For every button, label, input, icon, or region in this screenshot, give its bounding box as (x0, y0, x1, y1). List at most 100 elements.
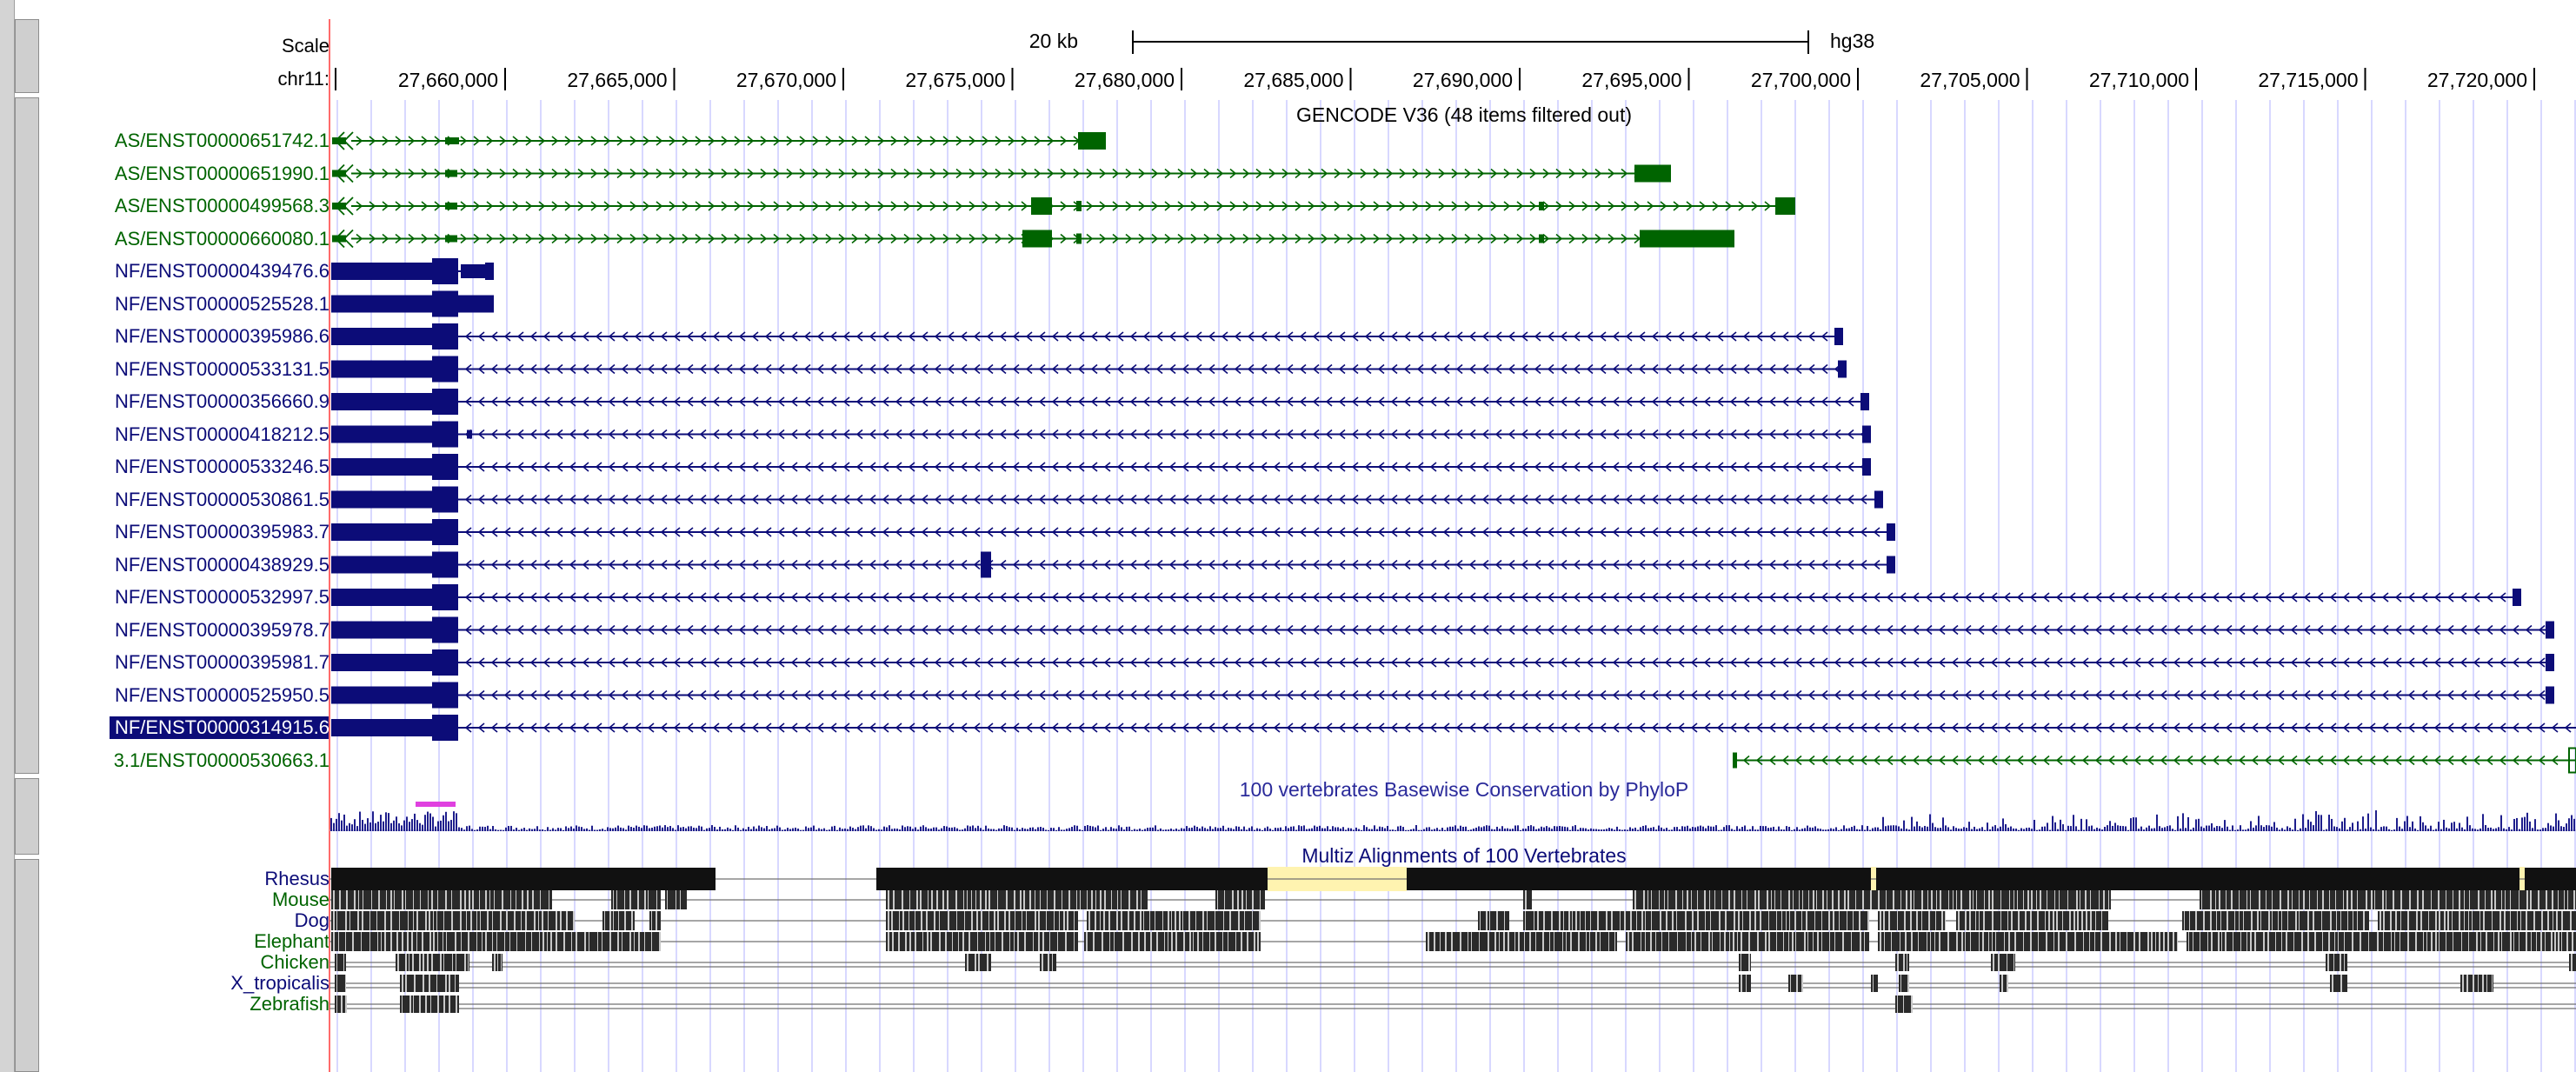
strand-arrow (699, 624, 707, 636)
phylop-bar (1275, 828, 1276, 831)
transcript-model[interactable] (331, 258, 494, 284)
strand-arrow (855, 494, 863, 505)
transcript-label[interactable]: NF/ENST00000533131.5 (114, 357, 329, 380)
phylop-bar (2268, 825, 2270, 831)
species-alignment-row[interactable] (329, 932, 2576, 951)
strand-arrow (529, 657, 537, 668)
phylop-bar (938, 829, 940, 831)
transcript-label[interactable]: NF/ENST00000439476.6 (114, 260, 329, 282)
strand-arrow (2094, 755, 2102, 766)
strand-arrow (934, 331, 942, 342)
gencode-gene-track[interactable] (331, 131, 2576, 774)
strand-arrow (803, 689, 811, 701)
transcript-label[interactable]: NF/ENST00000418212.5 (114, 423, 329, 445)
species-label[interactable]: Mouse (271, 889, 329, 910)
transcript-label[interactable]: NF/ENST00000525950.5 (114, 683, 329, 706)
transcript-label[interactable]: NF/ENST00000533246.5 (114, 456, 329, 477)
species-alignment-row[interactable] (329, 975, 2576, 992)
phylop-track[interactable] (329, 802, 2576, 831)
mismatch-stripe (964, 911, 965, 930)
transcript-model[interactable] (331, 454, 1871, 480)
transcript-model[interactable] (1733, 747, 2576, 774)
transcript-label[interactable]: NF/ENST00000395983.7 (114, 521, 329, 543)
species-label[interactable]: Elephant (254, 930, 329, 952)
phylop-bar (815, 829, 817, 831)
mismatch-stripe (978, 954, 980, 971)
species-label[interactable]: Chicken (260, 951, 329, 973)
transcript-label[interactable]: 3.1/ENST00000530663.1 (113, 749, 329, 771)
transcript-model[interactable] (331, 551, 1895, 578)
strand-arrow (2394, 657, 2402, 668)
phylop-bar (2375, 810, 2377, 831)
phylop-bar (1854, 825, 1855, 831)
transcript-label[interactable]: AS/ENST00000651990.1 (114, 162, 329, 184)
species-alignment-row[interactable] (329, 995, 2576, 1013)
transcript-label[interactable]: NF/ENST00000525528.1 (114, 292, 329, 315)
phylop-bar (1984, 829, 1986, 831)
species-label[interactable]: Dog (294, 909, 329, 931)
transcript-model[interactable] (331, 486, 1883, 513)
transcript-label[interactable]: NF/ENST00000532997.5 (114, 586, 329, 608)
multiz-alignment-track[interactable] (329, 867, 2576, 1013)
phylop-bar (2466, 816, 2468, 831)
transcript-model[interactable] (332, 229, 1734, 249)
transcript-model[interactable] (332, 163, 1671, 183)
mismatch-stripe (1768, 932, 1770, 951)
transcript-label[interactable]: NF/ENST00000356660.9 (114, 390, 329, 412)
transcript-model[interactable] (331, 584, 2521, 610)
mismatch-stripe (2272, 911, 2273, 930)
transcript-label[interactable]: NF/ENST00000314915.6 (109, 716, 329, 739)
strand-arrow (1807, 429, 1815, 440)
strand-arrow (2460, 657, 2467, 668)
transcript-model[interactable] (331, 389, 1869, 415)
species-alignment-row[interactable] (329, 954, 2576, 971)
transcript-label[interactable]: NF/ENST00000395978.7 (114, 618, 329, 641)
transcript-label[interactable]: NF/ENST00000395981.7 (114, 651, 329, 673)
species-label[interactable]: X_tropicalis (230, 972, 329, 994)
mismatch-stripe (1675, 890, 1677, 909)
phylop-side-button[interactable] (15, 778, 39, 855)
transcript-model[interactable] (331, 715, 2576, 741)
strand-arrow (1360, 168, 1368, 179)
mismatch-stripe (2468, 911, 2469, 930)
transcript-model[interactable] (331, 323, 1843, 350)
transcript-model[interactable] (332, 196, 1795, 216)
phylop-bar (1181, 828, 1182, 831)
species-label[interactable]: Zebrafish (250, 993, 329, 1015)
transcript-model[interactable] (331, 421, 1871, 448)
mismatch-stripe (2407, 911, 2409, 930)
ruler-side-button[interactable] (15, 19, 39, 93)
mismatch-stripe (437, 932, 438, 951)
phylop-bar (2417, 829, 2419, 831)
transcript-model[interactable] (331, 616, 2554, 643)
species-alignment-row[interactable] (329, 911, 2576, 930)
strand-arrow (1690, 429, 1698, 440)
transcript-label[interactable]: AS/ENST00000651742.1 (114, 130, 329, 151)
transcript-label[interactable]: AS/ENST00000660080.1 (114, 227, 329, 250)
transcript-label[interactable]: NF/ENST00000438929.5 (114, 553, 329, 576)
transcript-label[interactable]: AS/ENST00000499568.3 (114, 195, 329, 216)
mismatch-stripe (1873, 975, 1874, 992)
phylop-bar (2459, 822, 2460, 831)
transcript-label[interactable]: NF/ENST00000530861.5 (114, 488, 329, 510)
transcript-label[interactable]: NF/ENST00000395986.6 (114, 325, 329, 347)
mismatch-stripe (437, 995, 439, 1013)
transcript-model[interactable] (331, 649, 2554, 676)
transcript-model[interactable] (332, 131, 1106, 150)
phylop-bar (1264, 828, 1266, 831)
species-alignment-row[interactable] (329, 890, 2576, 909)
mismatch-stripe (1754, 911, 1756, 930)
transcript-model[interactable] (331, 682, 2554, 709)
species-alignment-row[interactable] (329, 868, 2576, 890)
phylop-bar (646, 825, 648, 831)
gencode-side-button[interactable] (15, 97, 39, 774)
species-label[interactable]: Rhesus (264, 868, 329, 889)
transcript-model[interactable] (331, 356, 1847, 383)
transcript-model[interactable] (331, 519, 1895, 545)
strand-arrow (947, 429, 955, 440)
strand-arrow (1977, 722, 1985, 733)
phylop-bar (755, 829, 757, 831)
transcript-model[interactable] (331, 290, 494, 317)
multiz-side-button[interactable] (15, 859, 39, 1072)
